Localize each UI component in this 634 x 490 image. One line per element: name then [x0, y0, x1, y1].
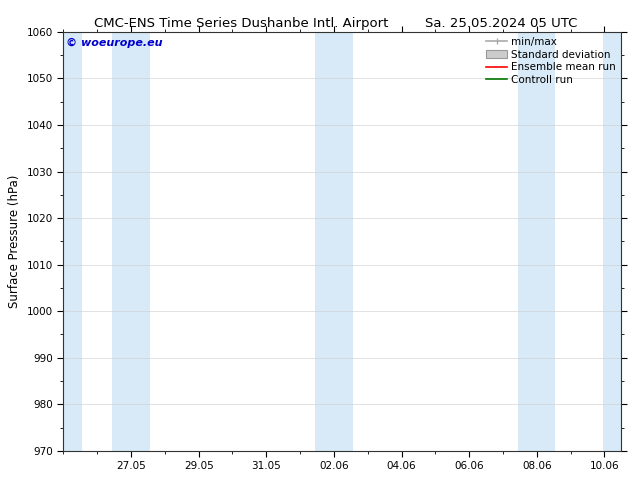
Legend: min/max, Standard deviation, Ensemble mean run, Controll run: min/max, Standard deviation, Ensemble me… — [484, 35, 618, 87]
Bar — [45, 32, 82, 451]
Text: CMC-ENS Time Series Dushanbe Intl. Airport: CMC-ENS Time Series Dushanbe Intl. Airpo… — [94, 17, 388, 30]
Y-axis label: Surface Pressure (hPa): Surface Pressure (hPa) — [8, 174, 21, 308]
Bar — [112, 32, 150, 451]
Bar — [315, 32, 353, 451]
Text: © woeurope.eu: © woeurope.eu — [66, 38, 163, 48]
Bar — [518, 32, 555, 451]
Text: Sa. 25.05.2024 05 UTC: Sa. 25.05.2024 05 UTC — [425, 17, 577, 30]
Bar — [603, 32, 634, 451]
